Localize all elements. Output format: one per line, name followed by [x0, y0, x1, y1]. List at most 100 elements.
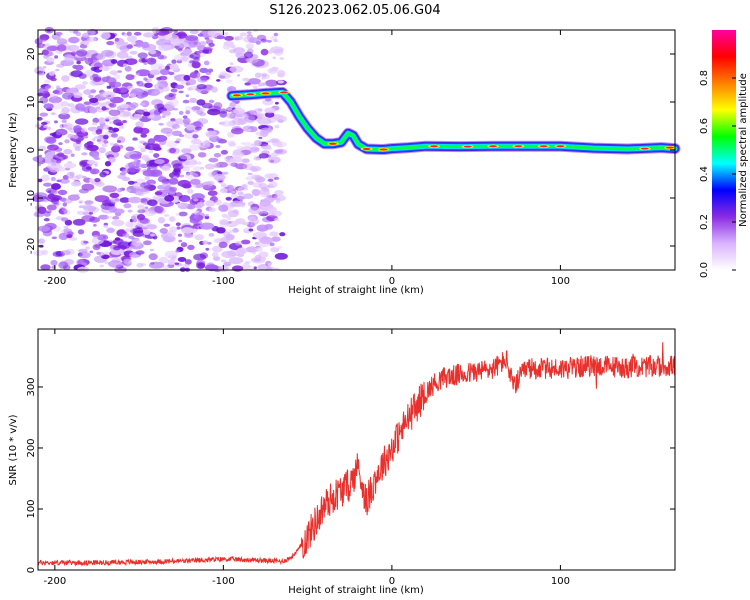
noise-speckle	[258, 153, 269, 159]
noise-speckle	[176, 226, 181, 230]
noise-speckle	[274, 217, 280, 222]
noise-speckle	[143, 32, 155, 38]
noise-speckle	[45, 136, 57, 144]
noise-speckle	[164, 94, 176, 101]
noise-speckle	[67, 194, 80, 201]
noise-speckle	[181, 227, 194, 234]
noise-speckle	[86, 144, 99, 151]
peak-hot-core	[261, 92, 270, 95]
noise-speckle	[211, 245, 223, 253]
noise-speckle	[260, 127, 273, 134]
noise-speckle	[117, 140, 121, 143]
noise-speckle	[175, 222, 181, 226]
noise-speckle	[255, 246, 263, 252]
noise-speckle	[168, 186, 178, 192]
peak-hot-core	[539, 145, 548, 148]
x-tick-label: -100	[212, 576, 235, 587]
noise-speckle	[108, 239, 113, 243]
noise-speckle	[271, 138, 278, 142]
noise-speckle	[92, 244, 101, 251]
noise-speckle	[152, 143, 161, 151]
noise-speckle	[225, 197, 232, 201]
noise-speckle	[193, 198, 199, 202]
noise-speckle	[254, 176, 266, 183]
y-tick-label: 300	[26, 377, 37, 396]
noise-speckle	[92, 235, 100, 239]
noise-speckle	[126, 85, 134, 91]
noise-speckle	[176, 138, 181, 142]
noise-speckle	[46, 57, 55, 63]
noise-speckle	[102, 185, 117, 193]
noise-speckle	[216, 35, 225, 40]
noise-speckle	[197, 262, 206, 269]
noise-speckle	[93, 224, 97, 227]
noise-speckle	[242, 77, 250, 82]
noise-speckle	[142, 169, 157, 177]
noise-speckle	[194, 234, 205, 241]
noise-speckle	[166, 140, 177, 148]
noise-speckle	[268, 206, 277, 214]
noise-speckle	[158, 256, 169, 264]
noise-speckle	[181, 166, 190, 172]
noise-speckle	[98, 102, 109, 108]
noise-speckle	[230, 156, 243, 163]
noise-speckle	[229, 101, 236, 108]
noise-speckle	[136, 214, 146, 221]
colorbar-tick-label: 0.8	[699, 70, 710, 86]
noise-speckle	[56, 131, 62, 136]
noise-speckle	[75, 118, 89, 125]
noise-speckle	[81, 215, 96, 222]
noise-speckle	[172, 93, 177, 97]
noise-speckle	[34, 38, 43, 45]
noise-speckle	[114, 237, 121, 241]
noise-speckle	[181, 161, 195, 169]
noise-speckle	[140, 133, 147, 138]
noise-speckle	[78, 248, 88, 254]
noise-speckle	[111, 133, 118, 138]
noise-speckle	[66, 171, 75, 179]
noise-speckle	[246, 110, 258, 117]
noise-speckle	[241, 263, 251, 270]
noise-speckle	[168, 98, 179, 107]
noise-speckle	[64, 139, 70, 144]
noise-speckle	[247, 128, 252, 132]
noise-speckle	[83, 89, 93, 95]
noise-speckle	[236, 74, 241, 77]
noise-speckle	[63, 148, 73, 155]
noise-speckle	[40, 264, 51, 271]
spectrogram-x-axis-label: Height of straight line (km)	[288, 285, 424, 296]
noise-speckle	[154, 83, 166, 90]
noise-speckle	[270, 35, 278, 41]
noise-speckle	[190, 171, 196, 176]
noise-speckle	[167, 259, 176, 266]
noise-speckle	[89, 168, 100, 175]
noise-speckle	[243, 141, 254, 147]
noise-speckle	[181, 148, 192, 154]
noise-speckle	[79, 252, 91, 259]
noise-speckle	[136, 93, 146, 99]
noise-speckle	[91, 152, 100, 159]
noise-speckle	[256, 224, 269, 232]
noise-speckle	[78, 188, 89, 194]
noise-speckle	[83, 240, 89, 244]
noise-speckle	[197, 77, 208, 83]
noise-speckle	[86, 37, 97, 43]
noise-speckle	[62, 202, 68, 207]
noise-speckle	[248, 216, 257, 223]
noise-speckle	[62, 175, 69, 180]
noise-speckle	[81, 152, 88, 156]
noise-speckle	[146, 224, 158, 230]
noise-speckle	[231, 193, 238, 198]
noise-speckle	[131, 215, 136, 220]
peak-hot-core	[514, 145, 523, 148]
noise-speckle	[236, 247, 248, 255]
noise-speckle	[97, 117, 106, 125]
snr-y-axis-label: SNR (10 * v/v)	[8, 414, 19, 485]
noise-speckle	[203, 60, 210, 66]
noise-speckle	[204, 215, 210, 220]
noise-speckle	[241, 158, 250, 163]
noise-speckle	[226, 107, 233, 111]
y-tick-label: 200	[26, 438, 37, 457]
noise-speckle	[228, 140, 236, 146]
noise-speckle	[269, 173, 279, 181]
